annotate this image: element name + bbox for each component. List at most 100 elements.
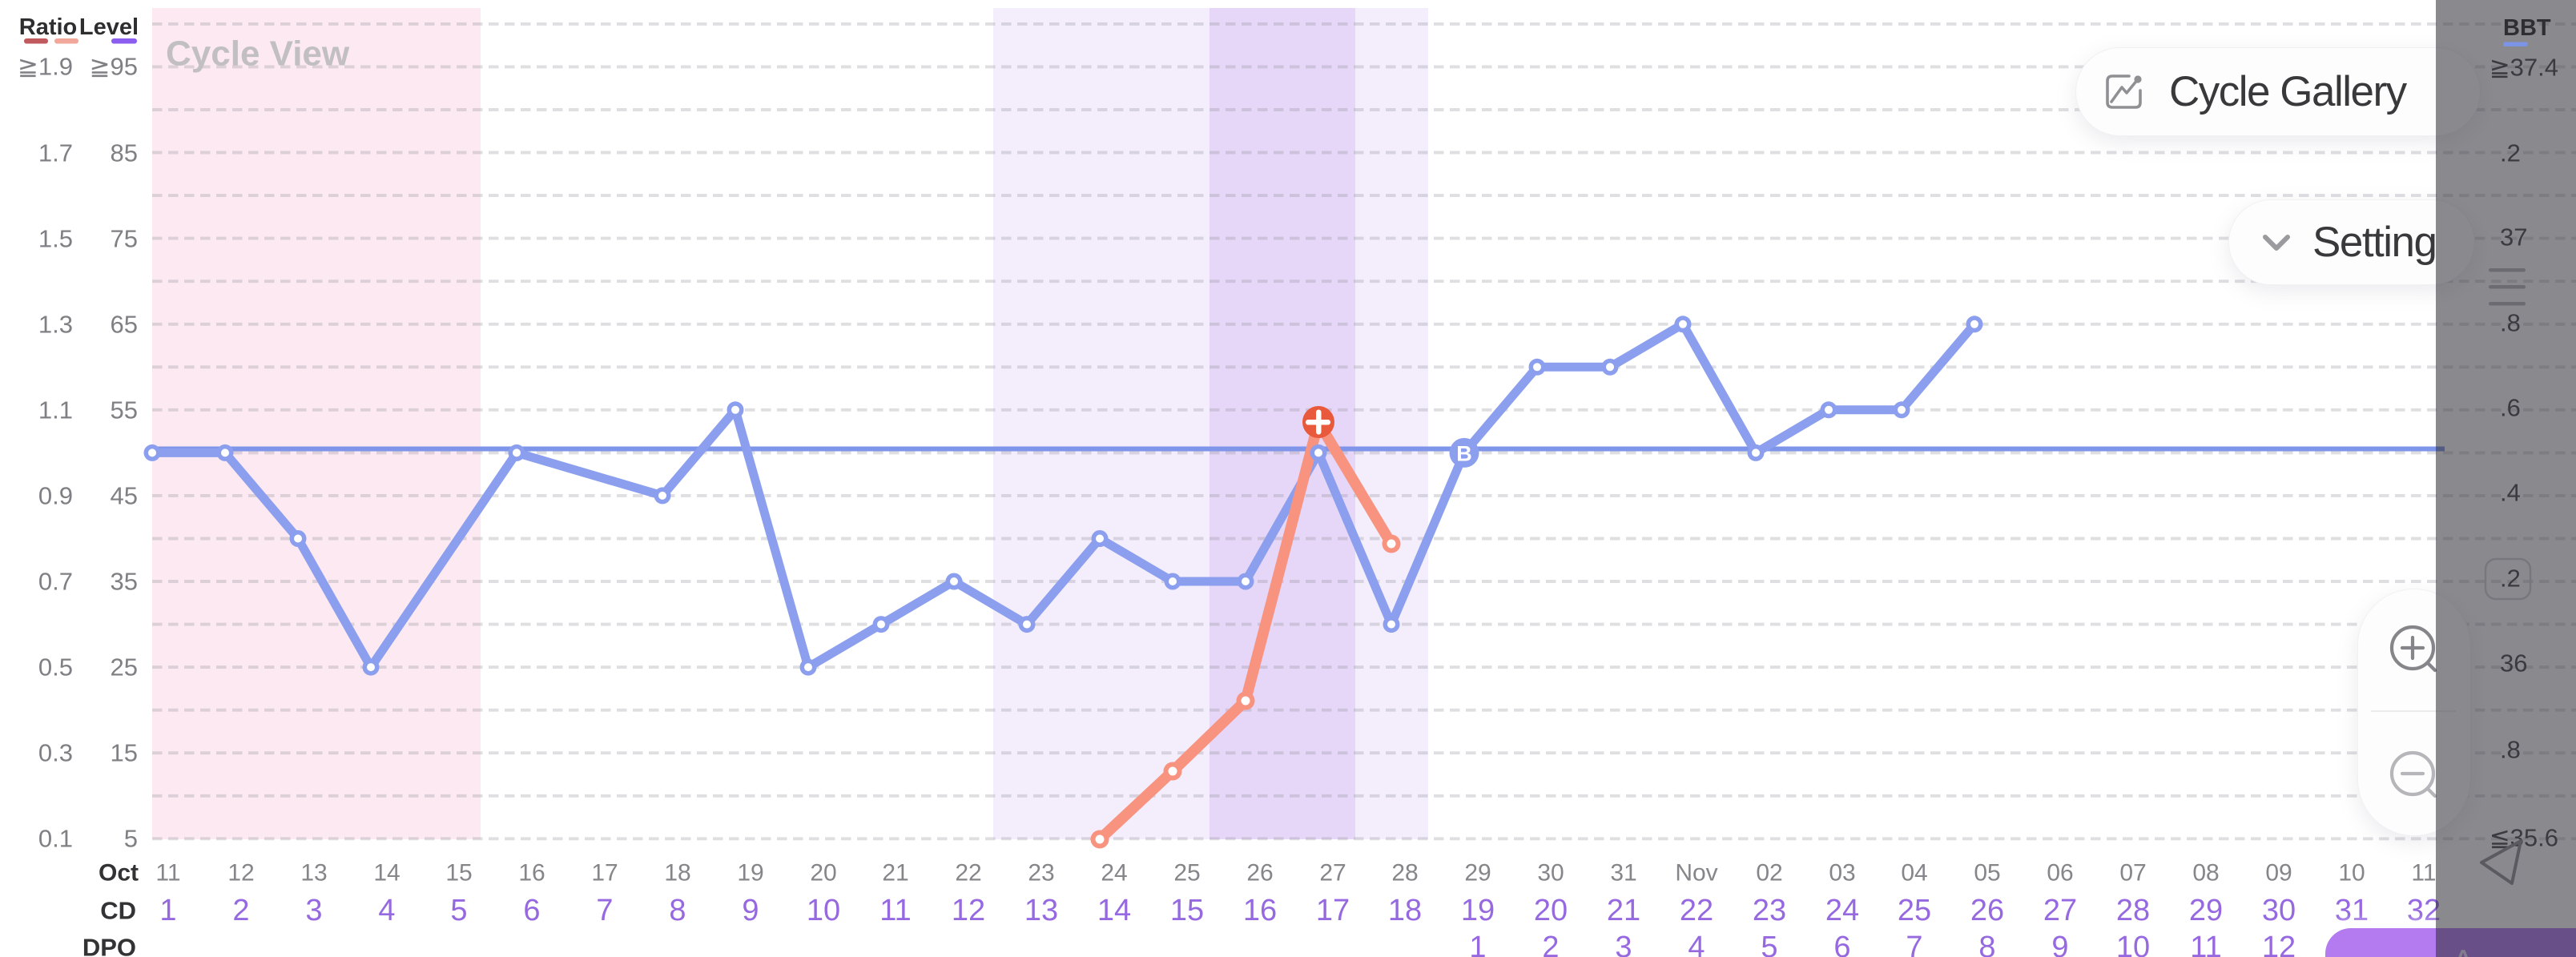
svg-text:30: 30 [2262, 894, 2296, 927]
svg-text:02: 02 [1756, 860, 1782, 887]
svg-text:7: 7 [1906, 931, 1922, 957]
svg-text:9: 9 [2051, 931, 2068, 957]
svg-text:18: 18 [1388, 894, 1422, 927]
svg-text:12: 12 [227, 860, 254, 887]
svg-text:27: 27 [2043, 894, 2077, 927]
svg-text:0.7: 0.7 [38, 568, 73, 596]
svg-text:Cycle View: Cycle View [166, 34, 350, 74]
svg-text:15: 15 [111, 739, 138, 767]
svg-text:12: 12 [2262, 931, 2296, 957]
svg-text:9: 9 [742, 894, 759, 927]
svg-text:85: 85 [111, 139, 138, 167]
svg-text:12: 12 [952, 894, 985, 927]
svg-text:0.9: 0.9 [38, 482, 73, 510]
svg-text:15: 15 [445, 860, 472, 887]
svg-text:.8: .8 [2500, 736, 2521, 764]
svg-text:3: 3 [1615, 931, 1632, 957]
svg-text:1: 1 [1469, 931, 1486, 957]
svg-text:10: 10 [2338, 860, 2365, 887]
svg-text:1.5: 1.5 [38, 225, 73, 253]
svg-text:DPO: DPO [83, 934, 136, 957]
svg-text:13: 13 [300, 860, 327, 887]
svg-text:≧37.4: ≧37.4 [2489, 54, 2558, 82]
svg-text:1.7: 1.7 [38, 139, 73, 167]
svg-text:Nov: Nov [1675, 860, 1717, 887]
svg-text:.8: .8 [2500, 309, 2521, 337]
svg-text:20: 20 [810, 860, 836, 887]
svg-text:24: 24 [1101, 860, 1127, 887]
svg-text:23: 23 [1028, 860, 1054, 887]
svg-text:1.3: 1.3 [38, 311, 73, 339]
svg-text:16: 16 [518, 860, 545, 887]
svg-text:08: 08 [2192, 860, 2219, 887]
svg-text:25: 25 [111, 653, 138, 682]
svg-text:Oct: Oct [99, 860, 139, 887]
svg-text:1: 1 [159, 894, 176, 927]
svg-text:5: 5 [450, 894, 467, 927]
svg-text:B: B [1456, 441, 1472, 465]
svg-text:07: 07 [2119, 860, 2146, 887]
svg-text:11: 11 [2190, 931, 2221, 957]
svg-text:0.5: 0.5 [38, 653, 73, 682]
svg-text:10: 10 [807, 894, 840, 927]
svg-text:19: 19 [737, 860, 763, 887]
svg-text:CD: CD [100, 897, 136, 925]
svg-text:0.3: 0.3 [38, 739, 73, 767]
svg-text:6: 6 [523, 894, 540, 927]
svg-text:18: 18 [664, 860, 690, 887]
svg-text:1.1: 1.1 [38, 396, 73, 424]
svg-text:27: 27 [1319, 860, 1346, 887]
svg-text:37: 37 [2500, 223, 2527, 251]
svg-text:≧95: ≧95 [90, 53, 138, 81]
svg-text:Ratio: Ratio [19, 14, 78, 40]
svg-text:2: 2 [232, 894, 249, 927]
svg-text:24: 24 [1825, 894, 1859, 927]
svg-text:17: 17 [1316, 894, 1350, 927]
svg-text:11: 11 [879, 894, 911, 927]
svg-text:06: 06 [2047, 860, 2073, 887]
svg-text:20: 20 [1534, 894, 1568, 927]
svg-text:BBT: BBT [2503, 15, 2551, 41]
svg-text:31: 31 [1610, 860, 1636, 887]
svg-text:.2: .2 [2500, 565, 2521, 593]
svg-text:17: 17 [591, 860, 618, 887]
svg-text:5: 5 [1761, 931, 1777, 957]
svg-text:16: 16 [1243, 894, 1277, 927]
svg-text:11: 11 [2411, 860, 2436, 887]
svg-text:15: 15 [1170, 894, 1204, 927]
svg-text:26: 26 [1970, 894, 2004, 927]
svg-text:.2: .2 [2500, 139, 2521, 167]
svg-text:5: 5 [124, 825, 138, 853]
svg-text:09: 09 [2265, 860, 2292, 887]
svg-text:Level: Level [79, 14, 139, 40]
svg-text:35: 35 [111, 568, 138, 596]
svg-text:29: 29 [1464, 860, 1491, 887]
svg-text:7: 7 [596, 894, 613, 927]
svg-text:10: 10 [2116, 931, 2150, 957]
svg-text:8: 8 [1978, 931, 1995, 957]
svg-text:23: 23 [1753, 894, 1786, 927]
svg-text:.4: .4 [2500, 479, 2521, 507]
svg-text:≦35.6: ≦35.6 [2489, 824, 2558, 852]
svg-text:≧1.9: ≧1.9 [18, 53, 73, 81]
svg-text:29: 29 [2189, 894, 2223, 927]
svg-text:4: 4 [1688, 931, 1705, 957]
svg-text:26: 26 [1246, 860, 1273, 887]
svg-text:6: 6 [1833, 931, 1850, 957]
svg-text:4: 4 [378, 894, 395, 927]
svg-text:.6: .6 [2500, 394, 2521, 422]
svg-text:65: 65 [111, 311, 138, 339]
svg-text:21: 21 [1607, 894, 1640, 927]
svg-text:55: 55 [111, 396, 138, 424]
svg-text:14: 14 [373, 860, 400, 887]
svg-text:21: 21 [882, 860, 908, 887]
svg-text:04: 04 [1901, 860, 1927, 887]
svg-text:28: 28 [1391, 860, 1418, 887]
svg-text:75: 75 [111, 225, 138, 253]
svg-text:45: 45 [111, 482, 138, 510]
svg-text:13: 13 [1024, 894, 1058, 927]
svg-text:25: 25 [1898, 894, 1931, 927]
svg-text:32: 32 [2407, 894, 2441, 927]
svg-text:25: 25 [1173, 860, 1200, 887]
svg-text:30: 30 [1537, 860, 1564, 887]
